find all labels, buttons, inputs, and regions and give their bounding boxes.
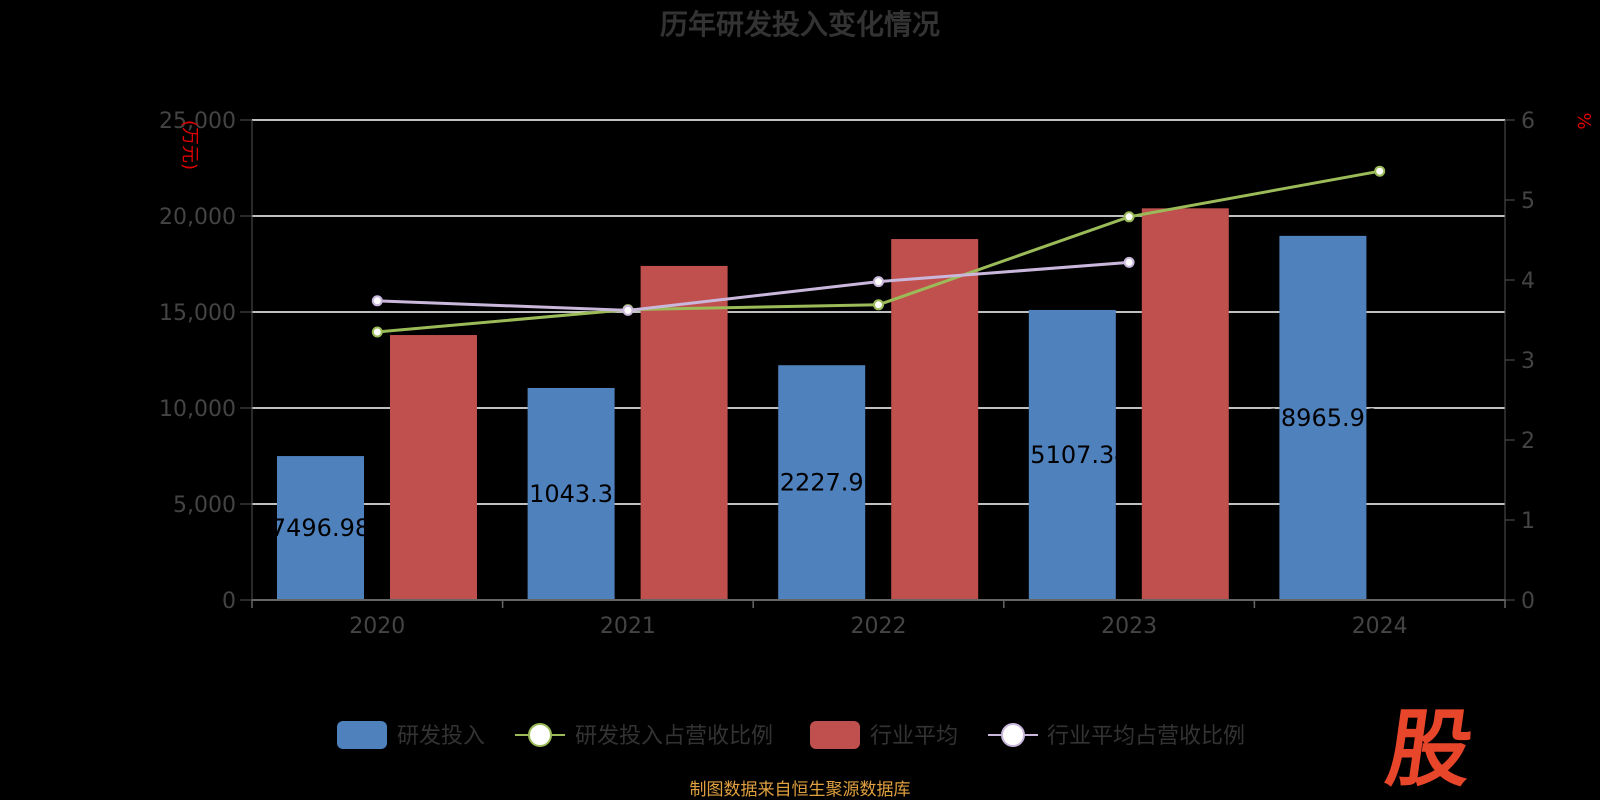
legend-label: 研发投入 xyxy=(397,724,485,749)
line-point xyxy=(1123,256,1135,268)
brand-logo: 股 xyxy=(1381,700,1479,798)
chart-title: 历年研发投入变化情况 xyxy=(660,8,940,41)
lines xyxy=(371,165,1386,338)
bar-data-label: 11043.35 xyxy=(514,480,629,508)
bar-研发投入 xyxy=(778,365,866,600)
left-axis-tick-label: 10,000 xyxy=(159,397,236,422)
legend-swatch xyxy=(337,721,387,749)
bar-data-label: 12227.96 xyxy=(764,469,879,497)
left-axis-tick-label: 20,000 xyxy=(159,205,236,230)
x-axis-tick-label: 2021 xyxy=(600,614,656,639)
right-axis-tick-label: 4 xyxy=(1521,269,1535,294)
bar-行业平均 xyxy=(1141,208,1229,600)
right-axis: 0 1 2 3 4 5 6 xyxy=(1504,109,1535,614)
x-axis-tick-label: 2023 xyxy=(1101,614,1157,639)
bar-研发投入 xyxy=(1279,235,1367,600)
right-axis-tick-label: 0 xyxy=(1521,589,1535,614)
bar-研发投入 xyxy=(1028,309,1116,600)
right-axis-tick-label: 5 xyxy=(1521,189,1535,214)
bar-data-label: 15107.34 xyxy=(1015,441,1130,469)
bar-研发投入 xyxy=(527,387,615,600)
bar-行业平均 xyxy=(640,265,728,600)
right-axis-tick-label: 3 xyxy=(1521,349,1535,374)
legend-swatch-marker xyxy=(528,723,552,747)
left-axis-tick-label: 5,000 xyxy=(173,493,236,518)
line-point xyxy=(1374,165,1386,177)
line-point xyxy=(873,276,884,288)
x-axis: 2020 2021 2022 2023 2024 xyxy=(251,599,1506,639)
bar-data-label: 7496.98 xyxy=(271,514,370,542)
legend-label: 研发投入占营收比例 xyxy=(575,724,773,749)
bar-data-labels: 7496.98 11043.35 12227.96 15107.34 18965.92 xyxy=(271,404,1380,542)
right-axis-tick-label: 1 xyxy=(1521,509,1535,534)
left-axis-tick-label: 25,000 xyxy=(159,109,236,134)
line-point xyxy=(873,299,884,311)
bar-data-label: 18965.92 xyxy=(1266,404,1381,432)
right-axis-tick-label: 2 xyxy=(1521,429,1535,454)
legend-label: 行业平均占营收比例 xyxy=(1047,724,1245,749)
left-axis-unit: (万元) xyxy=(179,120,200,170)
right-axis-tick-label: 6 xyxy=(1521,109,1535,134)
bar-行业平均 xyxy=(891,239,979,601)
left-axis-tick-label: 15,000 xyxy=(159,301,236,326)
legend-swatch xyxy=(810,721,860,749)
line-point xyxy=(622,304,634,316)
legend-swatch-marker xyxy=(1001,723,1025,747)
x-axis-tick-label: 2020 xyxy=(349,614,405,639)
line-point xyxy=(1123,211,1135,223)
left-axis: 0 5,000 10,000 15,000 20,000 25,000 xyxy=(159,109,253,614)
bar-行业平均 xyxy=(390,335,477,600)
line-行业平均占营收比例 xyxy=(377,260,1130,312)
bar-研发投入 xyxy=(277,456,364,600)
x-axis-tick-label: 2022 xyxy=(851,614,907,639)
line-point xyxy=(371,295,383,307)
right-axis-unit: % xyxy=(1573,112,1594,129)
left-axis-tick-label: 0 xyxy=(222,589,236,614)
line-point xyxy=(371,326,383,338)
source-note: 制图数据来自恒生聚源数据库 xyxy=(690,780,911,800)
x-axis-tick-label: 2024 xyxy=(1352,614,1408,639)
legend: 研发投入 研发投入占营收比例 行业平均 行业平均占营收比例 xyxy=(337,721,1245,749)
bars xyxy=(277,208,1367,601)
legend-label: 行业平均 xyxy=(870,724,958,749)
